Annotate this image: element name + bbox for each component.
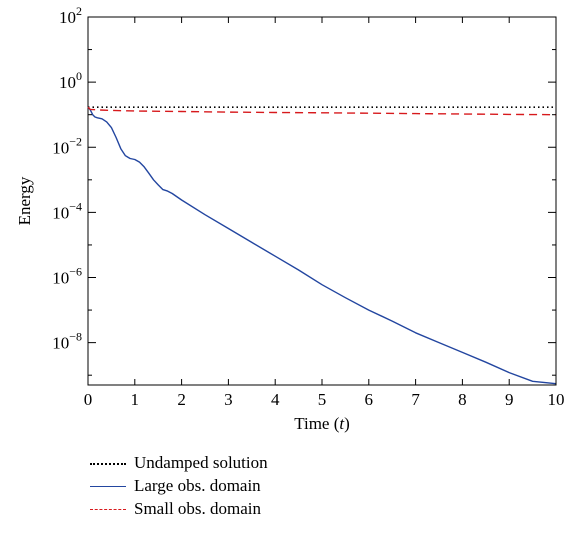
x-tick-label-3: 3 bbox=[224, 390, 233, 409]
x-tick-label-8: 8 bbox=[458, 390, 467, 409]
legend-label-undamped: Undamped solution bbox=[134, 453, 268, 472]
x-axis-label: Time (t) bbox=[294, 414, 350, 433]
x-axis-label-var: t bbox=[339, 414, 345, 433]
legend-label-large-domain: Large obs. domain bbox=[134, 476, 261, 495]
legend-swatch-large-domain bbox=[90, 486, 126, 487]
x-tick-label-6: 6 bbox=[365, 390, 374, 409]
x-axis-label-text: Time bbox=[294, 414, 329, 433]
x-tick-label-0: 0 bbox=[84, 390, 93, 409]
plot-frame bbox=[87, 16, 557, 386]
series-layer bbox=[87, 106, 557, 385]
legend-swatch-small-domain bbox=[90, 509, 126, 510]
y-tick-label--8: 10−8 bbox=[52, 330, 82, 353]
y-axis-label: Energy bbox=[15, 176, 34, 225]
series-line-large-domain bbox=[87, 106, 557, 385]
ticks-layer: 0 1 2 3 4 5 6 7 8 9 10 102 100 10−2 10−4 10−6 10−8 bbox=[52, 4, 564, 409]
x-tick-label-4: 4 bbox=[271, 390, 280, 409]
series-line-small-domain bbox=[87, 106, 557, 116]
legend-swatch-undamped bbox=[90, 463, 126, 465]
x-tick-label-7: 7 bbox=[411, 390, 420, 409]
y-tick-label-2: 102 bbox=[59, 4, 82, 27]
y-tick-label--2: 10−2 bbox=[52, 134, 82, 157]
x-tick-label-5: 5 bbox=[318, 390, 327, 409]
x-tick-label-1: 1 bbox=[131, 390, 140, 409]
x-tick-label-9: 9 bbox=[505, 390, 514, 409]
y-tick-label--6: 10−6 bbox=[52, 265, 82, 288]
energy-chart: 0 1 2 3 4 5 6 7 8 9 10 102 100 10−2 10−4 10−6 10−8 Energ… bbox=[15, 4, 565, 433]
x-tick-label-10: 10 bbox=[548, 390, 565, 409]
y-tick-label-0: 100 bbox=[59, 69, 82, 92]
y-tick-label--4: 10−4 bbox=[52, 199, 82, 222]
x-tick-label-2: 2 bbox=[177, 390, 186, 409]
legend-label-small-domain: Small obs. domain bbox=[134, 499, 262, 518]
